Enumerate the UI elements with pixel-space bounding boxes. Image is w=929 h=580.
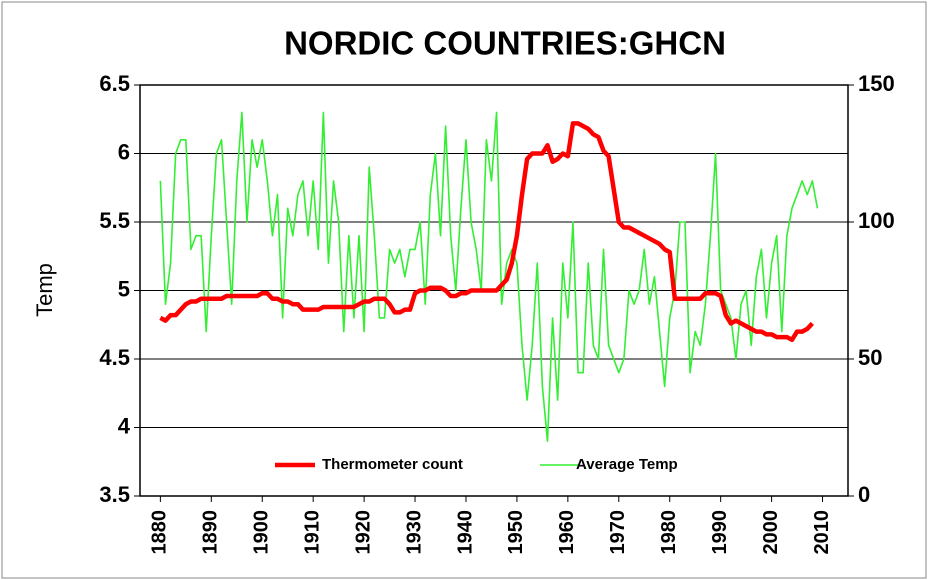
x-tick-label: 1940 xyxy=(454,510,476,555)
x-tick-label: 1970 xyxy=(607,510,629,555)
x-tick-label: 1890 xyxy=(200,510,222,555)
y-tick-label: 6.5 xyxy=(99,71,130,96)
x-tick-label: 1920 xyxy=(352,510,374,555)
plot-border xyxy=(139,84,849,497)
line-series xyxy=(159,111,819,442)
y-tick-label: 4.5 xyxy=(99,345,130,370)
legend-label: Average Temp xyxy=(576,456,678,473)
legend-label: Thermometer count xyxy=(322,456,463,473)
y-tick-label: 3.5 xyxy=(99,482,130,507)
x-tick-label: 2000 xyxy=(760,510,782,555)
chart-title: NORDIC COUNTRIES:GHCN xyxy=(284,25,726,62)
y2-tick-label: 100 xyxy=(858,208,895,233)
y-tick-label: 6 xyxy=(118,139,130,164)
line-series xyxy=(159,121,814,343)
x-tick-label: 1960 xyxy=(556,510,578,555)
x-tick-label: 1880 xyxy=(149,510,171,555)
y2-tick-label: 150 xyxy=(858,71,895,96)
x-tick-label: 1980 xyxy=(658,510,680,555)
x-tick-label: 2010 xyxy=(811,510,833,555)
y2-tick-label: 50 xyxy=(858,345,882,370)
y-axis-label: Temp xyxy=(32,263,57,317)
y2-tick-label: 0 xyxy=(858,482,870,507)
x-tick-label: 1990 xyxy=(709,510,731,555)
x-tick-label: 1910 xyxy=(301,510,323,555)
y-tick-label: 4 xyxy=(118,413,131,438)
y-tick-label: 5.5 xyxy=(99,208,130,233)
x-tick-label: 1900 xyxy=(251,510,273,555)
x-tick-label: 1950 xyxy=(505,510,527,555)
x-tick-label: 1930 xyxy=(403,510,425,555)
y-tick-label: 5 xyxy=(118,276,130,301)
